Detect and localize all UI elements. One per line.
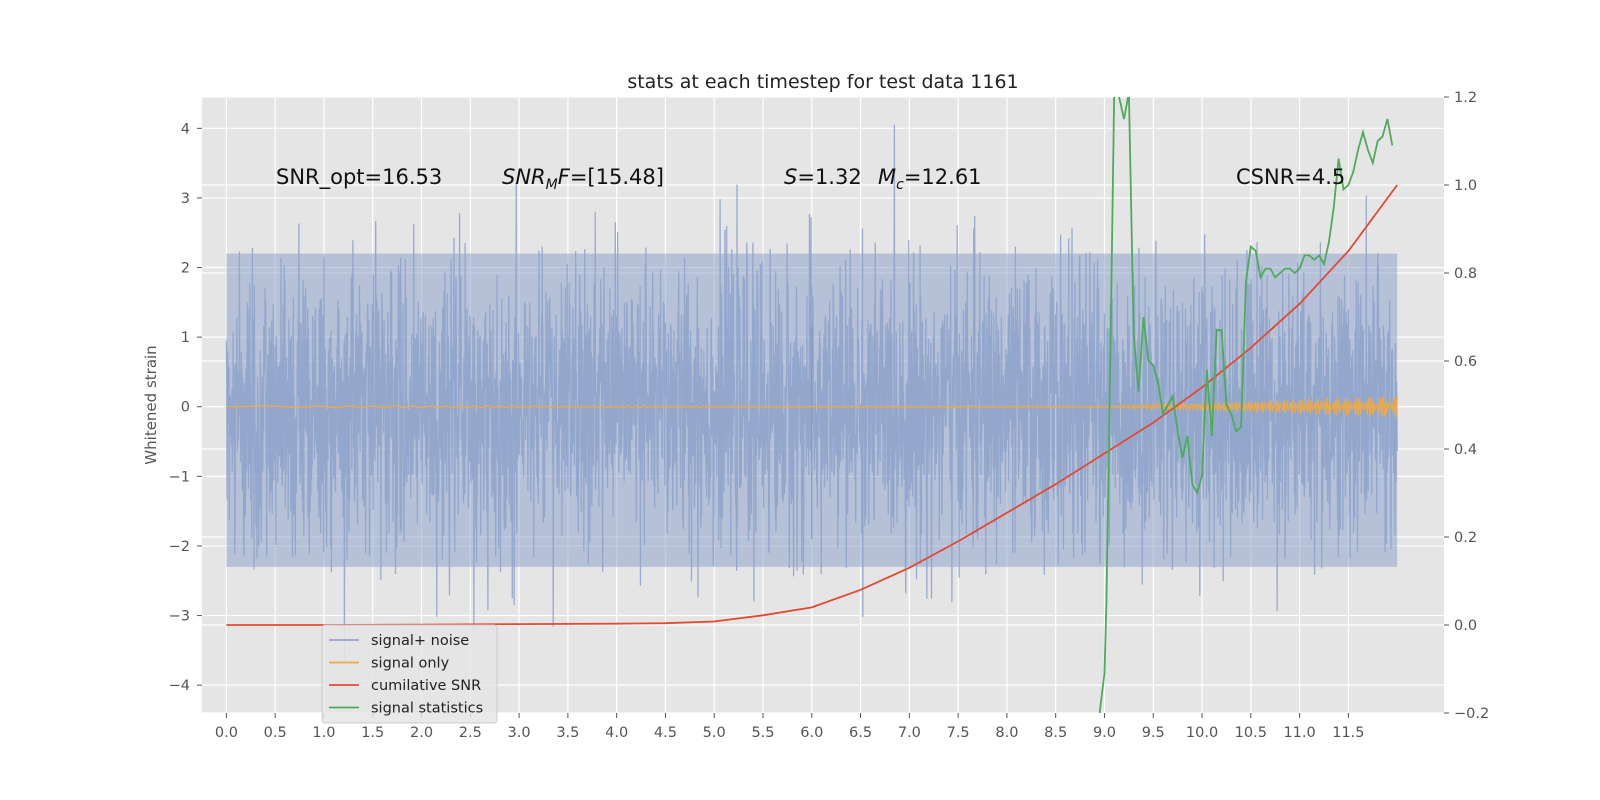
x-tick-label: 1.0 xyxy=(312,725,335,741)
x-tick-label: 7.0 xyxy=(898,725,921,741)
signal-only-line xyxy=(226,395,1398,418)
y-tick-label: 2 xyxy=(181,261,190,277)
annotation-1: SNRMF=[15.48] xyxy=(502,165,664,193)
x-tick-label: 10.0 xyxy=(1186,725,1218,741)
x-tick-label: 8.0 xyxy=(995,725,1018,741)
y-tick-label: −3 xyxy=(169,609,190,625)
x-tick-label: 6.0 xyxy=(800,725,823,741)
x-tick-label: 8.5 xyxy=(1044,725,1067,741)
y-axis-label: Whitened strain xyxy=(142,345,160,464)
x-tick-label: 9.0 xyxy=(1093,725,1116,741)
legend-entry: signal statistics xyxy=(371,701,483,717)
y2-tick-label: 0.6 xyxy=(1454,354,1477,370)
x-tick-label: 10.5 xyxy=(1235,725,1267,741)
annotation-4: CSNR=4.5 xyxy=(1236,165,1345,189)
y2-tick-label: 0.4 xyxy=(1454,442,1477,458)
cumulative-snr-line xyxy=(226,184,1398,626)
y2-tick-label: 0.2 xyxy=(1454,530,1477,546)
x-axis: 0.0 0.5 1.0 1.5 2.0 2.5 3.0 3.5 4.0 4.5 5.0 5.5 6.0 6… xyxy=(215,713,1365,741)
y2-tick-label: 1.2 xyxy=(1454,90,1477,106)
x-tick-label: 11.0 xyxy=(1283,725,1315,741)
x-tick-label: 1.5 xyxy=(361,725,384,741)
x-tick-label: 11.5 xyxy=(1332,725,1364,741)
x-tick-label: 2.0 xyxy=(410,725,433,741)
x-tick-label: 4.0 xyxy=(605,725,628,741)
legend-entry: signal only xyxy=(371,656,450,672)
y2-tick-label: −0.2 xyxy=(1454,706,1489,722)
x-tick-label: 9.5 xyxy=(1142,725,1165,741)
y2-tick-label: 0.0 xyxy=(1454,618,1477,634)
x-tick-label: 5.5 xyxy=(751,725,774,741)
annotations: SNR_opt=16.53 SNRMF=[15.48] S=1.32 Mc=12.61… xyxy=(276,165,1345,193)
x-tick-label: 0.5 xyxy=(264,725,287,741)
legend-entry: signal+ noise xyxy=(371,633,469,649)
x-tick-label: 2.5 xyxy=(459,725,482,741)
annotation-0: SNR_opt=16.53 xyxy=(276,165,442,190)
x-tick-label: 3.5 xyxy=(556,725,579,741)
y-tick-label: 4 xyxy=(181,121,190,137)
y-tick-label: 1 xyxy=(181,330,190,346)
annotation-2: S=1.32 xyxy=(784,165,862,189)
x-tick-label: 6.5 xyxy=(849,725,872,741)
chart-title: stats at each timestep for test data 116… xyxy=(627,71,1018,93)
series-layer xyxy=(225,97,1398,713)
y-tick-label: −4 xyxy=(169,678,190,694)
y2-tick-label: 0.8 xyxy=(1454,266,1477,282)
legend-entry: cumilative SNR xyxy=(371,678,481,694)
y-tick-label: −1 xyxy=(169,469,190,485)
y-axis-right: 1.2 1.0 0.8 0.6 0.4 0.2 0.0 −0.2 xyxy=(1444,90,1489,722)
y-tick-label: −2 xyxy=(169,539,190,555)
y-tick-label: 3 xyxy=(181,191,190,207)
x-tick-label: 3.0 xyxy=(508,725,531,741)
x-tick-label: 7.5 xyxy=(947,725,970,741)
y2-tick-label: 1.0 xyxy=(1454,178,1477,194)
x-tick-label: 0.0 xyxy=(215,725,238,741)
legend-box xyxy=(321,624,498,724)
annotation-3: Mc=12.61 xyxy=(878,165,982,193)
signal-statistics-line xyxy=(1098,97,1394,713)
y-axis-left: 4 3 2 1 0 −1 −2 −3 −4 xyxy=(169,121,202,694)
x-tick-label: 5.0 xyxy=(703,725,726,741)
x-tick-label: 4.5 xyxy=(654,725,677,741)
legend: signal+ noise signal only cumilative SNR si… xyxy=(321,624,498,724)
y-tick-label: 0 xyxy=(181,400,190,416)
